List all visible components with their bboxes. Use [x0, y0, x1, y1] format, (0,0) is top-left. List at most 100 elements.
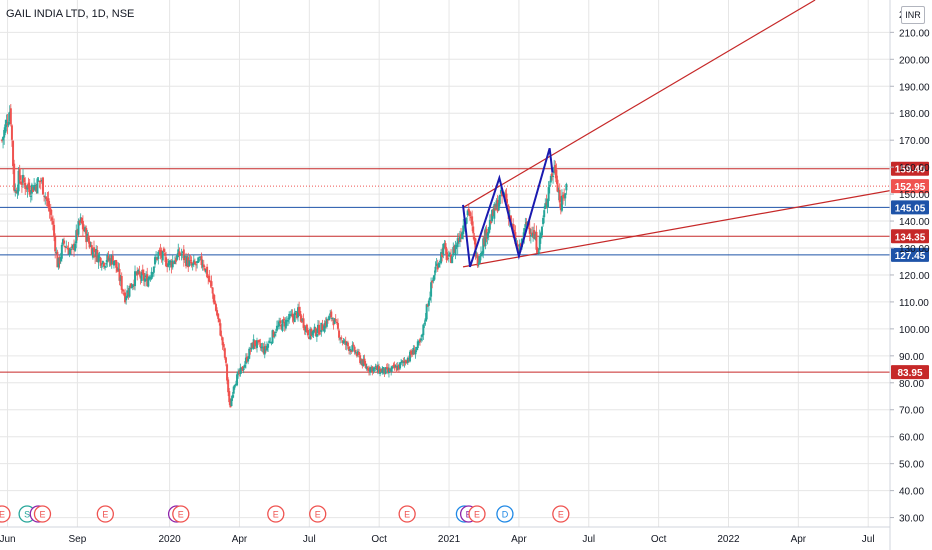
candle-body: [264, 345, 267, 350]
candle-body: [116, 266, 119, 272]
event-marker[interactable]: [496, 505, 514, 523]
candle-body: [412, 348, 415, 355]
candle-body: [477, 262, 480, 265]
event-marker[interactable]: [267, 505, 285, 523]
candle-body: [191, 263, 194, 266]
candle-body: [320, 322, 323, 333]
price-axis[interactable]: 30.00 40.00 50.00 60.00 70.00 80.00 90.00 100.0…: [889, 0, 930, 550]
time-axis[interactable]: Jun Sep 2020 Apr Jul Oct 2021 Apr Jul Oct 2022 Apr J…: [0, 526, 890, 545]
candle-body: [353, 346, 356, 353]
candle-body: [486, 232, 489, 238]
candle-body: [207, 276, 210, 279]
candle-body: [355, 352, 358, 356]
event-marker-label: S: [24, 510, 30, 520]
candle-body: [109, 258, 112, 265]
candle-body: [456, 238, 459, 248]
candle-body: [89, 245, 92, 247]
candle-body: [229, 402, 232, 408]
candle-body: [431, 280, 434, 283]
candle-body: [56, 251, 59, 268]
time-tick-label: Apr: [232, 534, 248, 545]
candle-body: [7, 121, 10, 126]
candle-body: [45, 196, 48, 200]
candle-body: [85, 228, 88, 243]
candle-body: [278, 321, 281, 327]
candle-body: [237, 371, 240, 375]
candle-body: [83, 227, 86, 231]
candle-body: [395, 366, 398, 371]
candle-body: [468, 211, 471, 217]
candle-body: [463, 226, 466, 229]
candle-body: [199, 256, 202, 259]
candle-body: [401, 360, 404, 363]
candle-body: [55, 251, 58, 254]
level-price-label: 152.95: [895, 182, 926, 193]
candle-body: [253, 340, 256, 346]
level-price-label: 159.40: [895, 165, 926, 176]
candle-body: [371, 366, 374, 373]
candle-body: [29, 195, 32, 197]
event-markers[interactable]: ESEEEEEEEEDEEDE: [0, 505, 570, 523]
currency-badge[interactable]: INR: [901, 6, 925, 24]
candle-body: [97, 254, 100, 263]
candle-body: [171, 260, 174, 268]
candle-body: [505, 193, 508, 203]
candle-body: [356, 351, 359, 355]
candle-body: [291, 313, 294, 318]
candle-body: [260, 346, 263, 349]
candle-body: [389, 369, 392, 372]
candle-body: [223, 348, 226, 358]
candle-body: [48, 207, 51, 212]
candle-body: [475, 254, 478, 256]
event-marker[interactable]: [468, 505, 486, 523]
candle-body: [186, 256, 189, 266]
candle-body: [430, 282, 433, 297]
candle-body: [129, 283, 132, 289]
candle-body: [248, 348, 251, 359]
price-tick-label: 40.00: [899, 487, 924, 498]
candle-body: [14, 189, 17, 192]
event-marker[interactable]: [309, 505, 327, 523]
candle-body: [8, 111, 11, 122]
candle-body: [513, 229, 516, 233]
candle-body: [234, 383, 237, 386]
candle-body: [483, 237, 486, 246]
candle-body: [479, 253, 482, 257]
candle-body: [343, 340, 346, 343]
candle-body: [458, 236, 461, 242]
candle-body: [488, 219, 491, 230]
candle-body: [421, 334, 424, 337]
level-price-badge: [891, 229, 929, 244]
candle-body: [564, 193, 567, 199]
candle-body: [176, 254, 179, 260]
candle-body: [559, 203, 562, 211]
event-marker[interactable]: [552, 505, 570, 523]
candle-body: [537, 252, 540, 254]
candle-body: [403, 361, 406, 364]
event-marker[interactable]: [172, 505, 190, 523]
candle-body: [435, 263, 438, 267]
candle-body: [66, 248, 69, 250]
event-marker[interactable]: [398, 505, 416, 523]
candle-body: [354, 352, 357, 354]
candle-body: [377, 366, 380, 374]
event-marker-label: D: [502, 510, 509, 520]
candle-body: [381, 369, 384, 374]
candle-body: [438, 261, 441, 263]
event-marker[interactable]: [96, 505, 114, 523]
event-marker[interactable]: [33, 505, 52, 523]
candle-body: [344, 340, 347, 345]
candle-body: [556, 179, 559, 192]
level-price-label: 127.45: [895, 251, 926, 262]
candle-body: [405, 362, 408, 364]
price-tick-label: 110.00: [899, 298, 929, 309]
event-marker[interactable]: [0, 505, 11, 523]
candle-body: [201, 264, 204, 268]
candle-body: [76, 229, 79, 236]
candle-body: [315, 333, 318, 337]
candle-body: [444, 243, 447, 250]
candle-body: [538, 235, 541, 250]
candle-body: [111, 255, 114, 265]
candle-body: [159, 250, 162, 255]
